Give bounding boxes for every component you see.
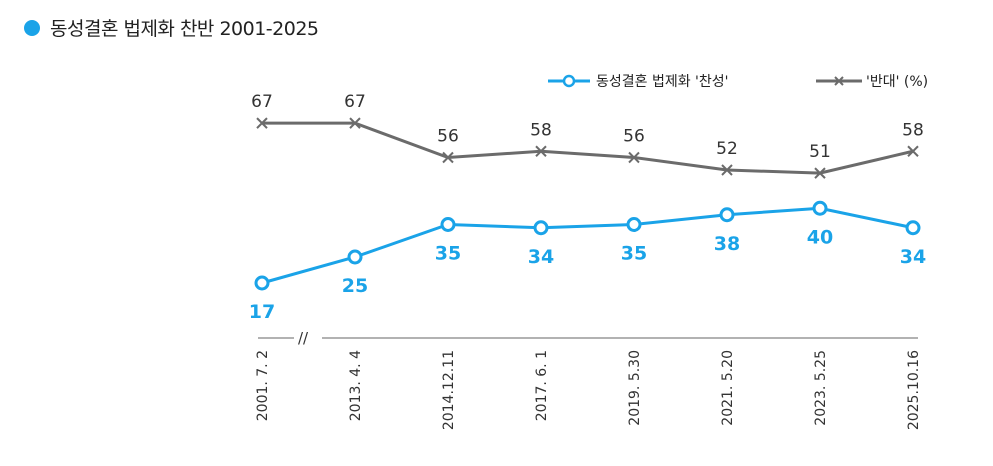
oppose-point-4	[628, 151, 640, 164]
oppose-value-label: 56	[437, 127, 459, 147]
agree-value-label: 17	[249, 301, 275, 323]
oppose-point-7	[907, 145, 919, 157]
oppose-value-label: 67	[251, 92, 273, 112]
legend-agree-marker-icon	[562, 74, 576, 88]
agree-value-label: 34	[900, 246, 926, 268]
legend: 동성결혼 법제화 '찬성' '반대' (%)	[548, 74, 928, 90]
axis-break-marker: //	[298, 329, 309, 347]
agree-point-6	[812, 200, 828, 216]
chart-title-bar: 동성결혼 법제화 찬반 2001-2025	[24, 14, 319, 41]
agree-point-7	[905, 220, 921, 236]
x-tick-labels: 2001. 7. 2 2013. 4. 4 2014.12.11 2017. 6. 1…	[255, 350, 922, 430]
oppose-point-6	[814, 167, 826, 179]
oppose-value-label: 58	[530, 120, 552, 140]
agree-value-label: 35	[435, 243, 461, 265]
agree-point-2	[440, 217, 456, 232]
agree-point-5	[719, 207, 735, 223]
oppose-point-2	[442, 151, 454, 164]
x-tick-label: 2025.10.16	[906, 350, 922, 430]
x-tick-label: 2019. 5.30	[627, 350, 643, 426]
x-tick-label: 2023. 5.25	[813, 350, 829, 426]
oppose-point-0	[256, 117, 268, 129]
agree-value-label: 25	[342, 275, 368, 297]
agree-point-4	[626, 217, 642, 232]
oppose-value-label: 67	[344, 92, 366, 112]
oppose-point-3	[535, 145, 547, 157]
x-tick-label: 2017. 6. 1	[534, 350, 550, 421]
agree-value-label: 38	[714, 233, 740, 255]
agree-point-0	[254, 275, 270, 291]
x-tick-label: 2001. 7. 2	[255, 350, 271, 421]
series-agree: 17 25 35 34 35 38 40 34	[249, 200, 926, 323]
chart-title: 동성결혼 법제화 찬반 2001-2025	[50, 18, 319, 40]
oppose-value-label: 58	[902, 120, 924, 140]
title-bullet-icon	[24, 19, 40, 36]
oppose-series-line	[262, 121, 914, 175]
oppose-value-label: 56	[623, 127, 645, 147]
legend-oppose-marker-icon	[834, 76, 844, 86]
agree-point-3	[533, 220, 549, 236]
series-oppose: 67 67 56 58 56 52 51 58	[251, 92, 924, 179]
agree-value-label: 35	[621, 243, 647, 265]
x-tick-label: 2014.12.11	[441, 350, 457, 430]
oppose-value-label: 52	[716, 139, 738, 159]
agree-point-1	[347, 249, 363, 265]
agree-value-label: 40	[807, 226, 833, 248]
oppose-point-1	[349, 117, 361, 129]
legend-agree-label: 동성결혼 법제화 '찬성'	[596, 74, 729, 90]
agree-series-line	[261, 206, 914, 285]
x-tick-label: 2013. 4. 4	[348, 350, 364, 421]
oppose-value-label: 51	[809, 142, 831, 162]
x-tick-label: 2021. 5.20	[720, 350, 736, 426]
agree-value-label: 34	[528, 246, 554, 268]
legend-oppose-label: '반대' (%)	[866, 74, 928, 90]
oppose-point-5	[721, 164, 733, 176]
x-axis: //	[258, 329, 918, 347]
